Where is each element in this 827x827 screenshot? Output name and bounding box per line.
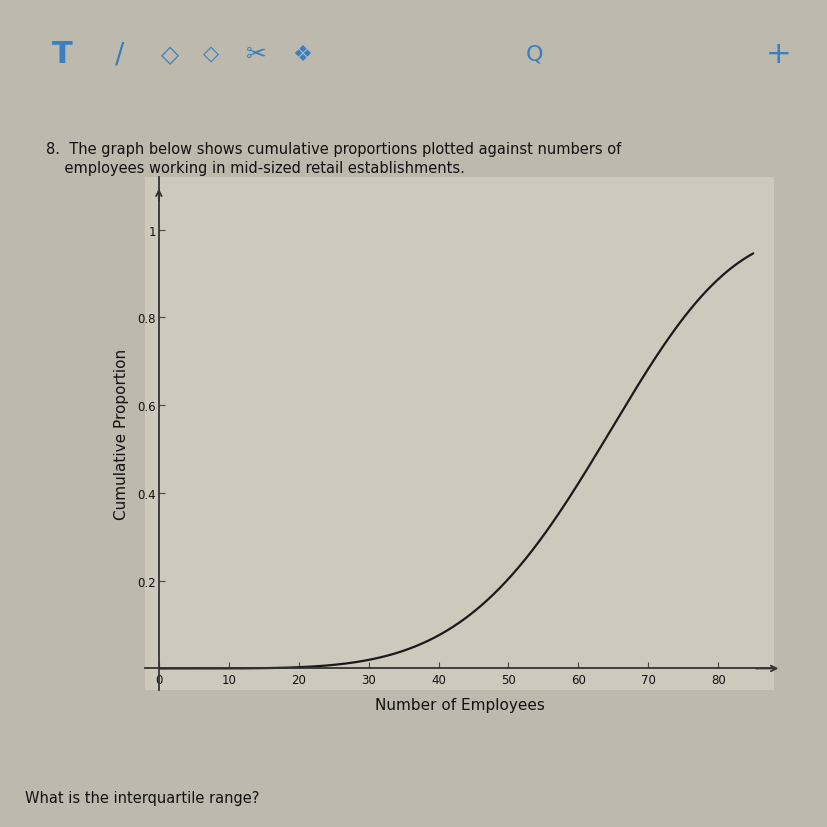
Text: Q: Q [524,45,543,65]
Text: ◇: ◇ [160,43,179,66]
Text: What is the interquartile range?: What is the interquartile range? [25,791,259,805]
Text: /: / [115,41,125,69]
Text: ❖: ❖ [292,45,312,65]
Text: ◇: ◇ [203,45,219,65]
Text: 8.  The graph below shows cumulative proportions plotted against numbers of
    : 8. The graph below shows cumulative prop… [45,141,620,176]
Text: ✂: ✂ [246,43,267,66]
Text: T: T [51,40,73,69]
X-axis label: Number of Employees: Number of Employees [374,697,544,712]
Text: +: + [765,40,790,69]
Y-axis label: Cumulative Proportion: Cumulative Proportion [114,349,129,519]
